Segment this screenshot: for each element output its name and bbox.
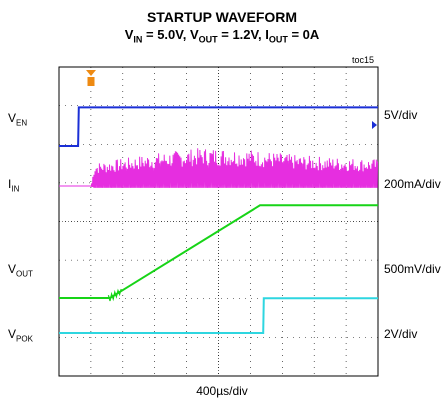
subtitle-sub-1: OUT (198, 34, 218, 45)
chart-subtitle: VIN = 5.0V, VOUT = 1.2V, IOUT = 0A (0, 26, 444, 49)
channel-scale-ven: 5V/div (384, 108, 418, 122)
x-axis-scale: 400µs/div (196, 384, 248, 398)
subtitle-sub-2: OUT (268, 34, 288, 45)
subtitle-sub-0: IN (133, 34, 143, 45)
trigger-marker-box (87, 77, 95, 86)
subtitle-rest-0: = 5.0V, (142, 27, 190, 42)
trace-pok (59, 297, 378, 334)
channel-label-ven: VEN (8, 111, 28, 128)
subtitle-rest-1: = 1.2V, (217, 27, 266, 42)
channel-label-iin: IIN (8, 177, 20, 194)
trace-en (59, 106, 378, 147)
subtitle-part-1: V (189, 27, 199, 42)
channel-label-vout: VOUT (8, 262, 33, 279)
trigger-level-marker (372, 121, 377, 129)
chart-title: STARTUP WAVEFORM (146, 9, 298, 25)
figure-tag: toc15 (352, 55, 375, 65)
trigger-marker (86, 70, 96, 76)
trace-iin (59, 148, 378, 188)
channel-scale-vout: 500mV/div (384, 262, 441, 276)
subtitle-part-2: I (265, 27, 269, 42)
channel-scale-vpok: 2V/div (384, 327, 418, 341)
channel-scale-iin: 200mA/div (384, 177, 441, 191)
trace-vout-ripple (107, 288, 122, 302)
channel-label-vpok: VPOK (8, 327, 33, 344)
subtitle-part-0: V (124, 27, 134, 42)
trace-out (59, 204, 378, 299)
subtitle-rest-2: = 0A (287, 27, 320, 42)
